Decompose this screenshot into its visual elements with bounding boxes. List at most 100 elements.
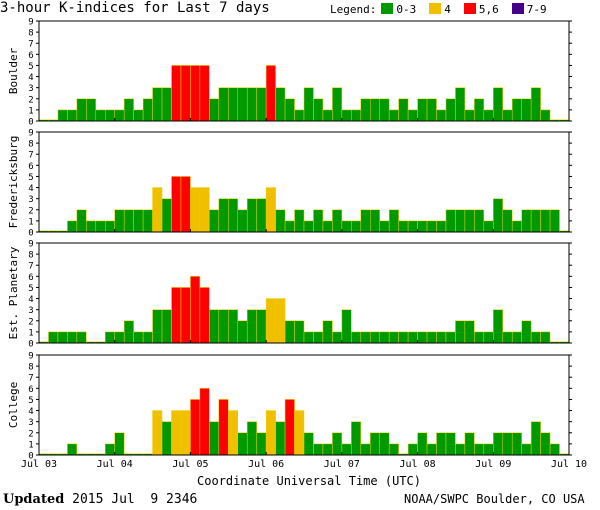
k-bar bbox=[455, 209, 466, 233]
y-tick-label: 7 bbox=[28, 151, 33, 161]
y-tick-label: 3 bbox=[28, 84, 33, 94]
k-bar bbox=[493, 87, 504, 122]
y-tick-label: 1 bbox=[28, 106, 33, 116]
k-bar bbox=[199, 287, 210, 344]
k-bar bbox=[540, 331, 551, 344]
k-bar bbox=[417, 432, 428, 456]
k-bar bbox=[483, 443, 494, 456]
k-bar bbox=[209, 209, 220, 233]
k-bar bbox=[360, 209, 371, 233]
legend-label-5-6: 5,6 bbox=[478, 3, 499, 16]
k-bar bbox=[426, 220, 437, 233]
updated-label: Updated bbox=[3, 492, 65, 507]
panel-frame bbox=[38, 354, 570, 456]
k-bar bbox=[388, 443, 399, 456]
k-bar bbox=[540, 109, 551, 122]
k-bar bbox=[313, 98, 324, 122]
k-bar bbox=[436, 432, 447, 456]
legend-swatch-0-3 bbox=[381, 3, 394, 14]
y-tick-label: 3 bbox=[28, 195, 33, 205]
y-tick-label: 4 bbox=[28, 407, 33, 417]
k-bar bbox=[105, 109, 115, 122]
k-bar bbox=[341, 443, 352, 456]
k-bar bbox=[48, 331, 59, 344]
k-bar bbox=[407, 443, 418, 456]
k-bar bbox=[152, 187, 163, 233]
k-bar bbox=[388, 331, 399, 344]
k-bar bbox=[218, 198, 229, 233]
k-bar bbox=[142, 331, 153, 344]
k-bar bbox=[171, 65, 182, 122]
y-tick-label: 5 bbox=[28, 173, 33, 183]
x-tick-label: Jul 10 bbox=[551, 459, 587, 470]
k-bar bbox=[436, 109, 447, 122]
k-bar bbox=[246, 421, 257, 456]
k-bar bbox=[370, 98, 380, 122]
credit: NOAA/SWPC Boulder, CO USA bbox=[404, 492, 585, 506]
y-tick-label: 4 bbox=[28, 295, 33, 305]
k-bar bbox=[275, 421, 286, 456]
k-bar bbox=[455, 87, 466, 122]
k-bar bbox=[171, 176, 182, 233]
k-bar bbox=[379, 98, 390, 122]
k-bar bbox=[332, 87, 343, 122]
k-bar bbox=[256, 432, 267, 456]
legend-label-4: 4 bbox=[444, 3, 451, 16]
k-bar bbox=[474, 443, 485, 456]
k-bar bbox=[455, 443, 466, 456]
k-bar bbox=[265, 187, 276, 233]
x-tick-label: Jul 04 bbox=[97, 459, 133, 470]
k-bar bbox=[161, 87, 172, 122]
k-bar bbox=[190, 276, 201, 344]
k-bar bbox=[284, 399, 295, 456]
k-bar bbox=[256, 309, 267, 344]
y-tick-label: 8 bbox=[28, 363, 33, 373]
k-bar bbox=[294, 410, 305, 456]
k-bar bbox=[502, 331, 513, 344]
k-bar bbox=[351, 109, 362, 122]
k-bar bbox=[152, 410, 163, 456]
k-bar bbox=[332, 209, 343, 233]
k-bar bbox=[388, 109, 399, 122]
x-tick-label: Jul 06 bbox=[248, 459, 284, 470]
k-bar bbox=[303, 432, 314, 456]
k-bar bbox=[246, 198, 257, 233]
y-tick-label: 0 bbox=[28, 340, 33, 350]
k-bar bbox=[370, 331, 380, 344]
k-bar bbox=[474, 331, 485, 344]
k-bar bbox=[445, 331, 456, 344]
k-bar bbox=[521, 443, 532, 456]
k-bar bbox=[511, 220, 522, 233]
k-bar bbox=[502, 432, 513, 456]
k-bar bbox=[445, 98, 456, 122]
y-tick-label: 4 bbox=[28, 184, 33, 194]
k-bar bbox=[265, 410, 276, 456]
legend: Legend: 0-3 4 5,6 7-9 bbox=[330, 3, 560, 16]
y-tick-label: 2 bbox=[28, 317, 33, 327]
legend-label-0-3: 0-3 bbox=[396, 3, 417, 16]
k-bar bbox=[540, 209, 551, 233]
panel-frame bbox=[38, 131, 570, 233]
k-bar bbox=[379, 331, 390, 344]
y-tick-label: 2 bbox=[28, 429, 33, 439]
k-bar bbox=[123, 320, 134, 344]
k-bar bbox=[237, 320, 248, 344]
y-tick-label: 5 bbox=[28, 396, 33, 406]
k-bar bbox=[341, 309, 352, 344]
y-tick-label: 9 bbox=[28, 129, 33, 139]
k-bar bbox=[407, 331, 418, 344]
k-bar bbox=[370, 432, 380, 456]
k-bar bbox=[171, 410, 182, 456]
k-bar bbox=[436, 331, 447, 344]
k-bar bbox=[228, 309, 238, 344]
k-bar bbox=[246, 309, 257, 344]
k-bar bbox=[483, 220, 494, 233]
k-bar bbox=[67, 220, 78, 233]
y-tick-label: 3 bbox=[28, 418, 33, 428]
legend-swatch-5-6 bbox=[463, 3, 476, 14]
y-tick-label: 1 bbox=[28, 328, 33, 338]
k-bar bbox=[530, 421, 541, 456]
k-bar bbox=[256, 198, 267, 233]
k-bar bbox=[502, 209, 513, 233]
